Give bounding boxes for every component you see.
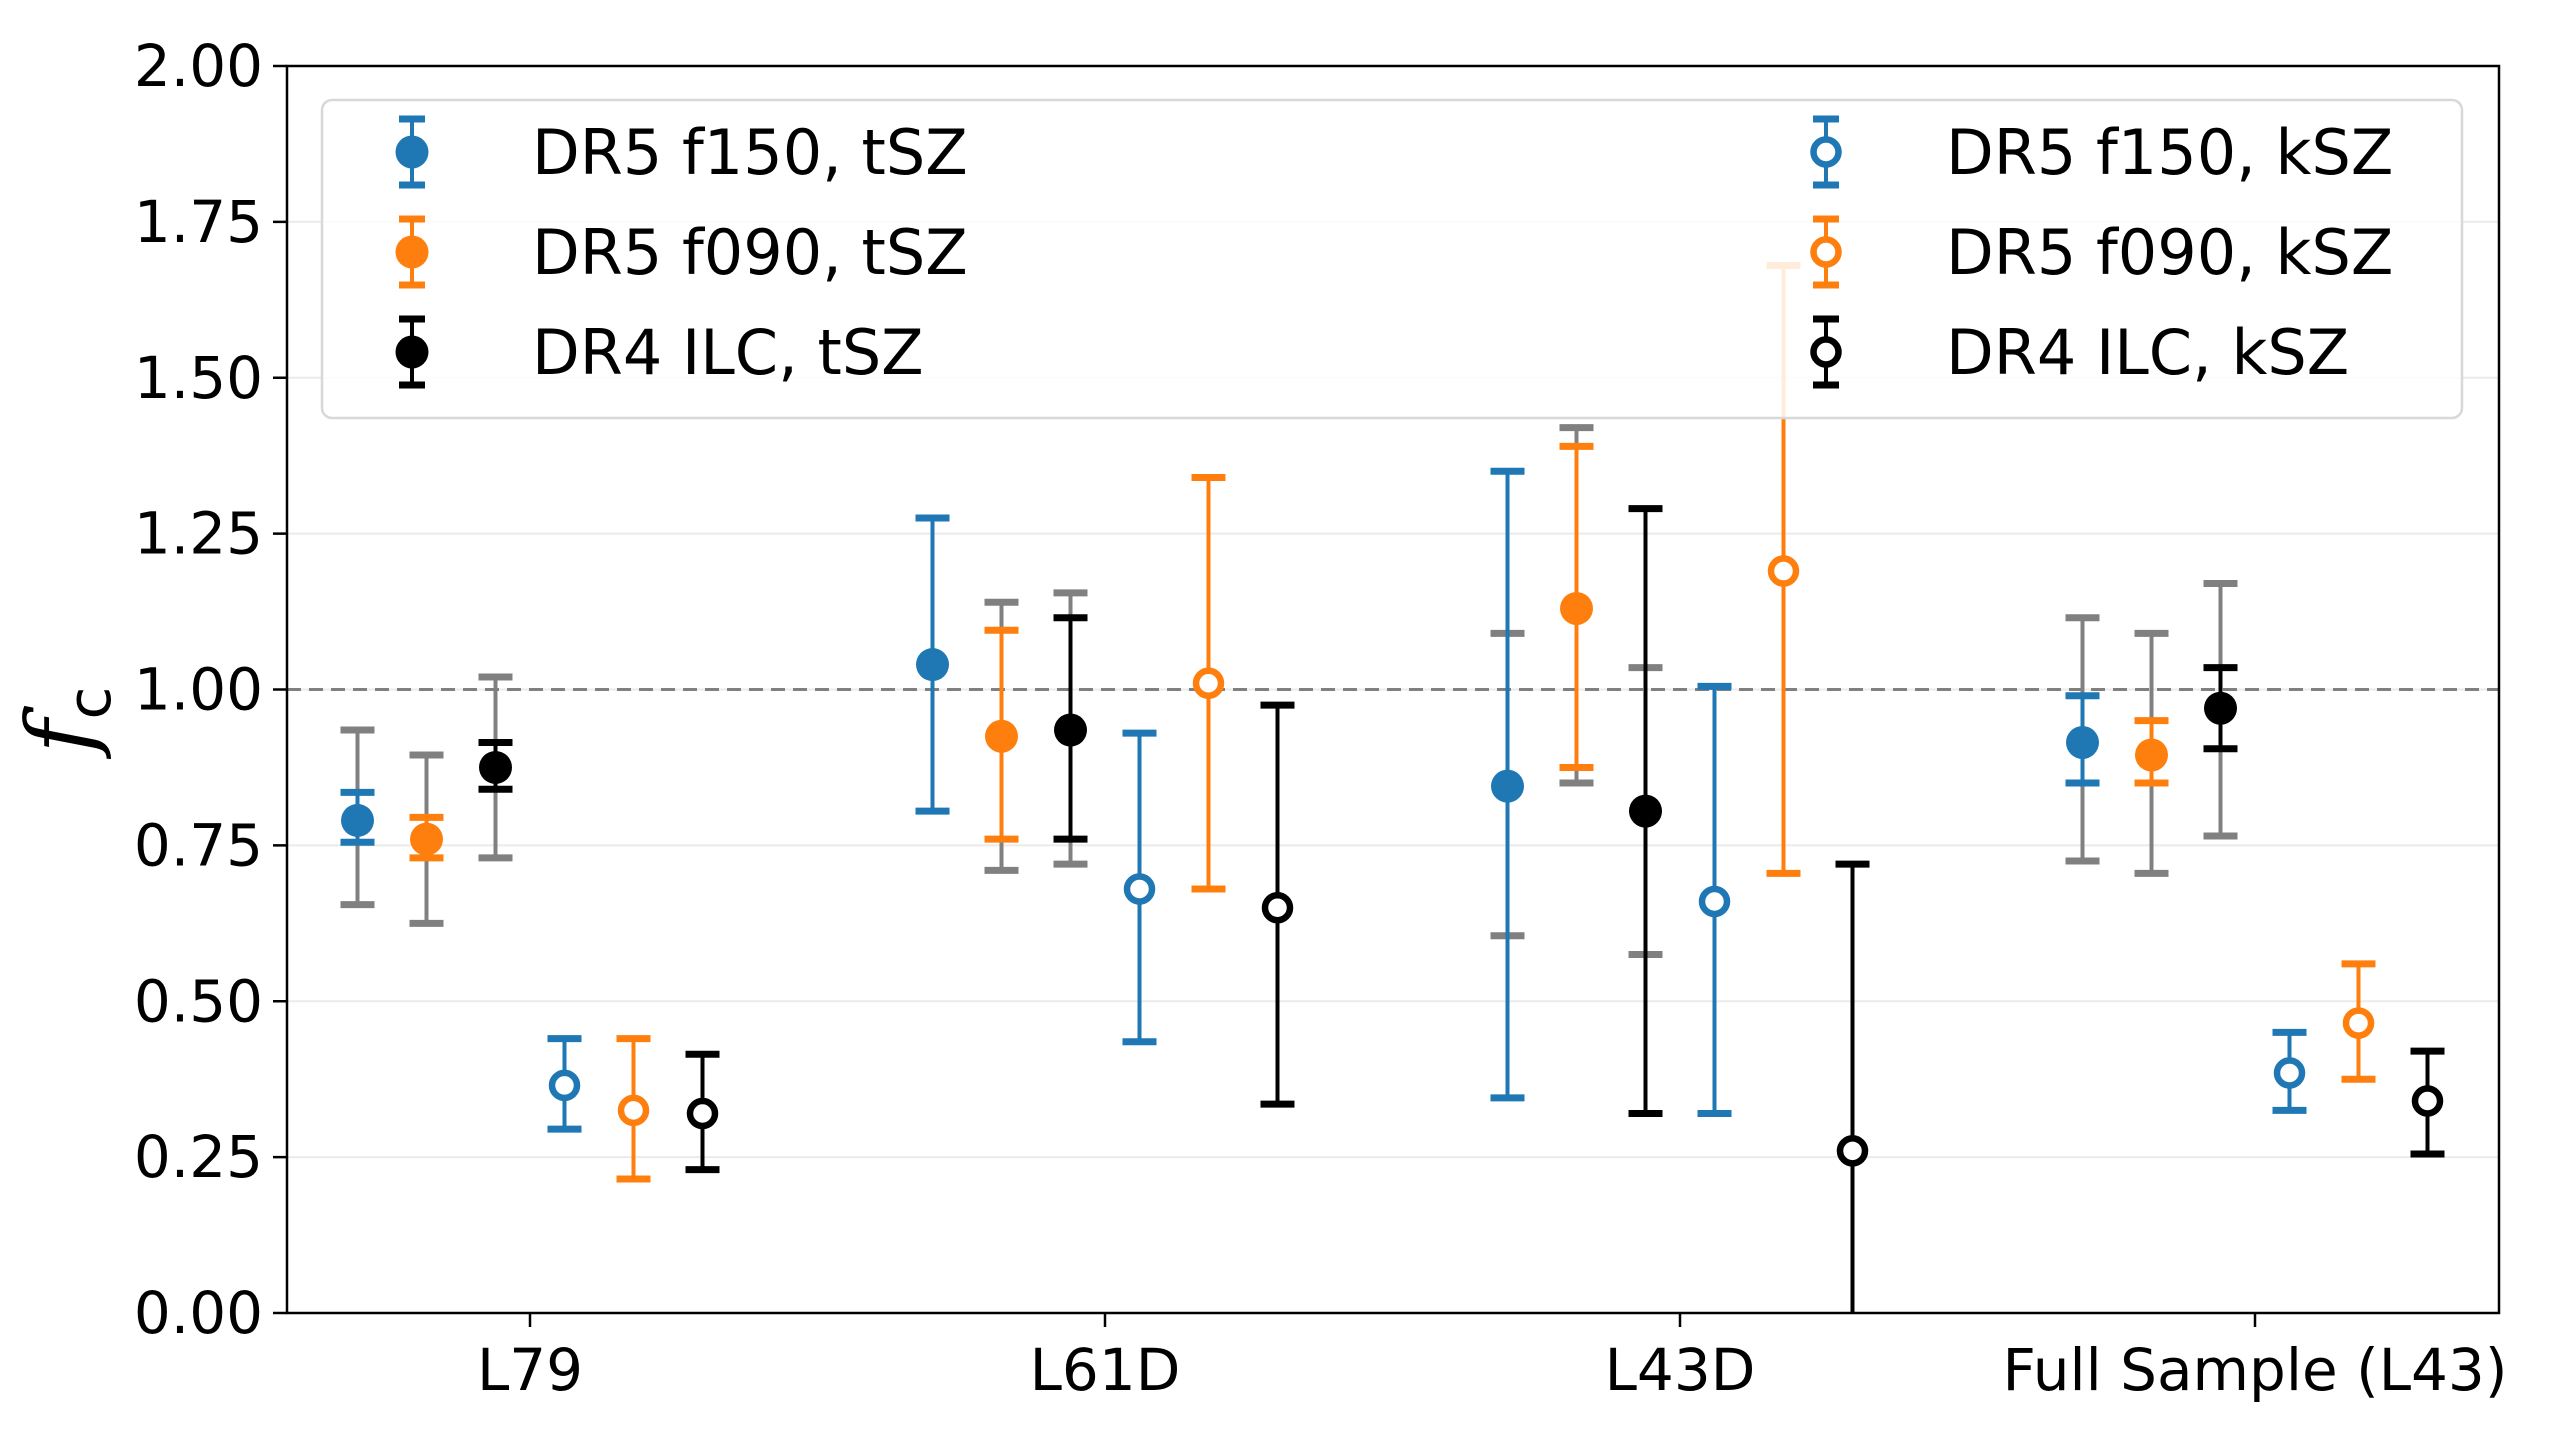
data-point [479, 750, 512, 784]
legend-entry: DR4 ILC, tSZ [395, 315, 924, 389]
data-point [1836, 1135, 1869, 1167]
series-1 [340, 467, 2100, 1102]
legend-label: DR5 f150, kSZ [1946, 116, 2393, 189]
legend-box [320, 98, 2464, 420]
legend-label: DR5 f150, tSZ [532, 116, 968, 189]
legend-entry: DR4 ILC, kSZ [1810, 315, 2349, 389]
data-point [1054, 713, 1087, 747]
x-tick-label: L79 [477, 1336, 583, 1404]
data-point [985, 719, 1018, 753]
data-point [1629, 794, 1662, 828]
data-point [1123, 873, 1156, 905]
y-tick-label: 0.25 [134, 1123, 263, 1191]
series-4 [547, 682, 2307, 1133]
data-point [548, 1069, 581, 1102]
data-point [2204, 691, 2237, 725]
legend-entry: DR5 f090, tSZ [395, 215, 968, 289]
legend-label: DR5 f090, tSZ [532, 216, 968, 289]
legend-label: DR4 ILC, kSZ [1946, 316, 2349, 389]
svg-text:fc: fc [7, 686, 125, 759]
x-tick-label: Full Sample (L43) [2003, 1336, 2508, 1404]
legend-entry: DR5 f090, kSZ [1810, 215, 2393, 289]
legend-label: DR5 f090, kSZ [1946, 216, 2393, 289]
data-point [916, 648, 949, 682]
legend-marker [395, 335, 429, 369]
data-point [1192, 667, 1225, 700]
data-point [1261, 891, 1294, 924]
data-point [2273, 1057, 2306, 1089]
legend: DR5 f150, tSZ DR5 f090, tSZ DR4 ILC, tSZ DR… [320, 98, 2464, 420]
y-tick-label: 0.75 [134, 811, 263, 879]
data-point [1698, 885, 1731, 918]
y-tick-label: 2.00 [134, 32, 263, 100]
legend-marker [395, 135, 429, 169]
legend-entry: DR5 f150, tSZ [395, 115, 968, 189]
series-6 [685, 701, 2445, 1313]
legend-marker [1810, 236, 1842, 268]
x-tick-label: L43D [1605, 1336, 1756, 1404]
data-point [1767, 555, 1800, 587]
legend-label: DR4 ILC, tSZ [532, 316, 924, 389]
legend-marker [1810, 136, 1842, 168]
y-tick-label: 0.50 [134, 967, 263, 1035]
data-point [2066, 725, 2099, 759]
data-point [2342, 1007, 2375, 1039]
y-tick-label: 1.25 [134, 500, 263, 568]
ticks: 0.00 0.25 0.50 0.75 1.00 1.25 1.50 1.75 2.00 L79 L… [134, 32, 2508, 1404]
data-layer [340, 262, 2445, 1313]
y-tick-label: 1.00 [134, 656, 263, 724]
data-point [341, 803, 374, 837]
series-2 [409, 424, 2169, 927]
x-tick-label: L61D [1030, 1336, 1181, 1404]
data-point [1491, 769, 1524, 803]
y-tick-label: 1.75 [134, 188, 263, 256]
legend-entry: DR5 f150, kSZ [1810, 115, 2393, 189]
data-point [617, 1094, 650, 1127]
data-point [1560, 591, 1593, 625]
y-tick-label: 0.00 [134, 1279, 263, 1347]
data-point [410, 822, 443, 856]
data-point [2135, 738, 2168, 772]
series-3 [478, 505, 2238, 1117]
y-axis-title: fc [7, 686, 125, 759]
data-point [686, 1097, 719, 1130]
legend-marker [1810, 336, 1842, 368]
data-point [2411, 1085, 2444, 1117]
y-tick-label: 1.50 [134, 344, 263, 412]
y-axis-title-subscript: c [55, 686, 125, 719]
legend-marker [395, 235, 429, 269]
